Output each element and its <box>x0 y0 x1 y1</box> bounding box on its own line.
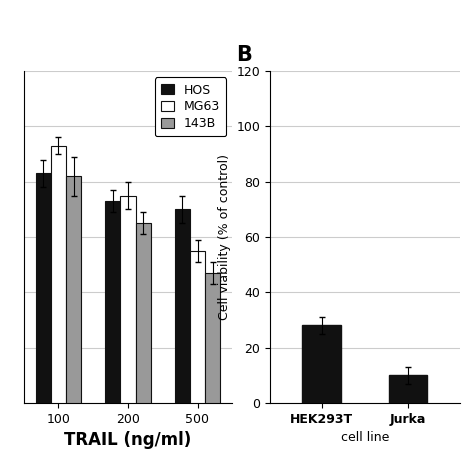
Text: B: B <box>236 45 252 64</box>
X-axis label: TRAIL (ng/ml): TRAIL (ng/ml) <box>64 431 191 449</box>
Bar <box>205 273 220 403</box>
X-axis label: cell line: cell line <box>341 431 389 444</box>
Bar <box>120 196 136 403</box>
Bar <box>190 251 205 403</box>
Legend: HOS, MG63, 143B: HOS, MG63, 143B <box>155 77 226 137</box>
Bar <box>36 173 51 403</box>
Y-axis label: Cell viability (% of control): Cell viability (% of control) <box>218 154 231 320</box>
Bar <box>136 223 151 403</box>
Bar <box>389 375 428 403</box>
Bar <box>51 146 66 403</box>
Bar <box>174 210 190 403</box>
Bar <box>66 176 82 403</box>
Bar <box>105 201 120 403</box>
Bar <box>302 326 341 403</box>
